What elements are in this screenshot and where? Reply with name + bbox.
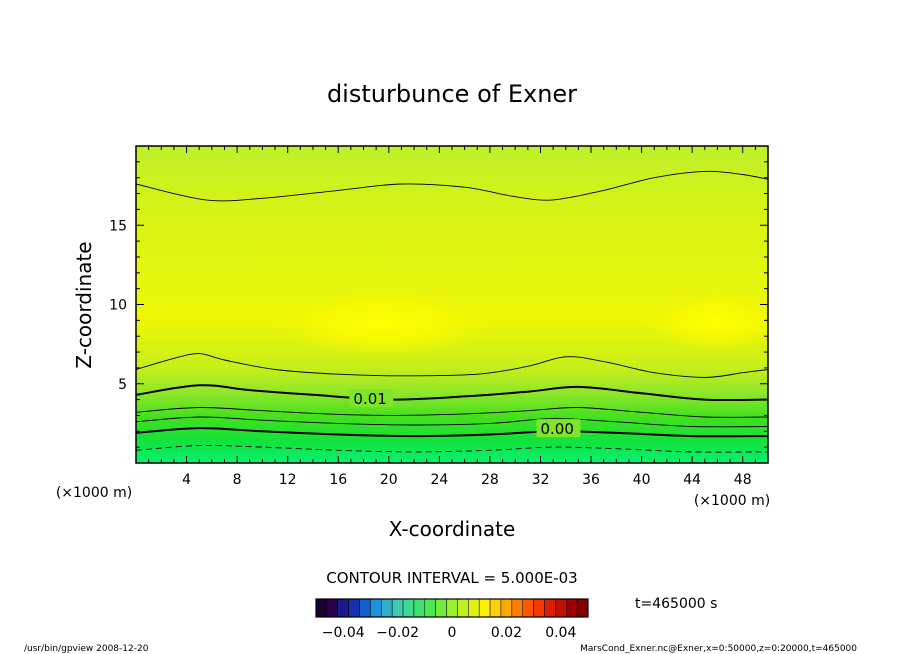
colorbar — [315, 598, 589, 618]
contour-line-1 — [136, 353, 768, 378]
colorbar-segment-12 — [446, 598, 458, 618]
contour-label-bg-1 — [536, 419, 581, 438]
colorbar-segment-6 — [381, 598, 393, 618]
x-tick-label: 24 — [430, 472, 448, 488]
contour-line-6 — [136, 445, 768, 453]
colorbar-segment-15 — [478, 598, 491, 618]
contour-line-2 — [136, 384, 768, 402]
colorbar-segment-11 — [435, 598, 447, 618]
footer-right: MarsCond_Exner.nc@Exner,x=0:50000,z=0:20… — [580, 644, 857, 654]
contour-lines — [136, 170, 768, 453]
colorbar-frame — [315, 598, 589, 618]
x-tick-label: 36 — [582, 472, 600, 488]
contour-line-5 — [136, 427, 768, 438]
colorbar-segment-18 — [511, 598, 523, 618]
contour-labels: 0.01 0.00 — [349, 389, 581, 438]
colorbar-segment-0 — [315, 598, 328, 618]
colorbar-segment-17 — [500, 598, 513, 618]
x-tick-label: 12 — [279, 472, 297, 488]
colorbar-segment-23 — [565, 598, 578, 618]
x-tick-label: 16 — [329, 472, 347, 488]
x-tick-label: 4 — [182, 472, 191, 488]
colorbar-segment-8 — [402, 598, 415, 618]
x-axis-ticks: 4 8 12 16 20 24 28 32 36 40 44 48 — [135, 146, 769, 488]
colorbar-segment-16 — [489, 598, 502, 618]
colorbar-tick-label: 0.04 — [545, 625, 576, 641]
contour-line-3 — [136, 407, 768, 418]
time-label: t=465000 s — [635, 596, 717, 612]
x-tick-label: 44 — [683, 472, 701, 488]
x-tick-label: 32 — [532, 472, 550, 488]
colorbar-segment-21 — [544, 598, 556, 618]
contour-label-0: 0.01 — [353, 390, 386, 408]
x-tick-label: 40 — [633, 472, 651, 488]
colorbar-segment-5 — [370, 598, 382, 618]
field-maximum-2 — [646, 292, 768, 352]
y-tick-label: 10 — [109, 298, 127, 314]
colorbar-tick-label: 0.02 — [491, 625, 522, 641]
colorbar-segment-10 — [424, 598, 436, 618]
y-axis-ticks: 5 10 15 — [109, 145, 768, 464]
colorbar-tick-label: −0.04 — [322, 625, 365, 641]
field-maximum-1 — [273, 290, 493, 358]
contour-label-bg-0 — [349, 389, 394, 408]
colorbar-segment-1 — [326, 598, 339, 618]
colorbar-segment-4 — [359, 598, 371, 618]
contour-line-0 — [136, 170, 768, 202]
colorbar-tick-label: −0.02 — [376, 625, 419, 641]
colorbar-segment-13 — [457, 598, 469, 618]
colorbar-segment-19 — [522, 598, 534, 618]
x-unit-label-left: (×1000 m) — [56, 485, 132, 501]
x-tick-label: 20 — [380, 472, 398, 488]
contour-line-4 — [136, 416, 768, 428]
x-unit-label-right: (×1000 m) — [694, 493, 770, 509]
colorbar-segment-14 — [468, 598, 480, 618]
y-axis-title: Z-coordinate — [72, 241, 96, 368]
chart-title: disturbunce of Exner — [327, 80, 577, 108]
y-tick-label: 15 — [109, 218, 127, 234]
x-tick-label: 28 — [481, 472, 499, 488]
contour-label-1: 0.00 — [540, 420, 573, 438]
colorbar-segment-3 — [348, 598, 360, 618]
y-tick-label: 5 — [118, 377, 127, 393]
x-tick-label: 48 — [734, 472, 752, 488]
contour-interval-label: CONTOUR INTERVAL = 5.000E-03 — [326, 569, 577, 587]
colorbar-segment-22 — [555, 598, 567, 618]
x-axis-title: X-coordinate — [389, 517, 516, 541]
colorbar-segment-20 — [533, 598, 545, 618]
colorbar-tick-label: 0 — [448, 625, 457, 641]
colorbar-segment-24 — [576, 598, 589, 618]
x-tick-label: 8 — [233, 472, 242, 488]
footer-left: /usr/bin/gpview 2008-12-20 — [24, 644, 149, 654]
colorbar-labels: −0.04 −0.02 0 0.02 0.04 — [322, 625, 577, 641]
colorbar-segment-7 — [391, 598, 404, 618]
colorbar-segment-2 — [337, 598, 349, 618]
colorbar-segment-9 — [413, 598, 426, 618]
